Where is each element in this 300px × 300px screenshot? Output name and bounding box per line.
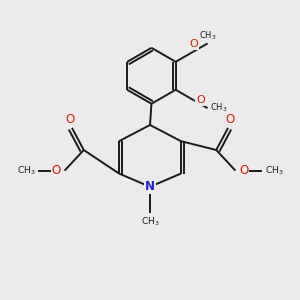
Text: CH$_3$: CH$_3$ [210,102,227,114]
Text: CH$_3$: CH$_3$ [16,164,35,177]
Text: CH$_3$: CH$_3$ [265,164,283,177]
Text: O: O [239,164,248,177]
Text: CH$_3$: CH$_3$ [141,216,159,228]
Text: O: O [66,112,75,126]
Text: O: O [196,95,205,105]
Text: CH$_3$: CH$_3$ [200,29,217,42]
Text: N: N [145,180,155,193]
Text: O: O [52,164,61,177]
Text: O: O [225,112,234,126]
Text: O: O [190,39,199,49]
